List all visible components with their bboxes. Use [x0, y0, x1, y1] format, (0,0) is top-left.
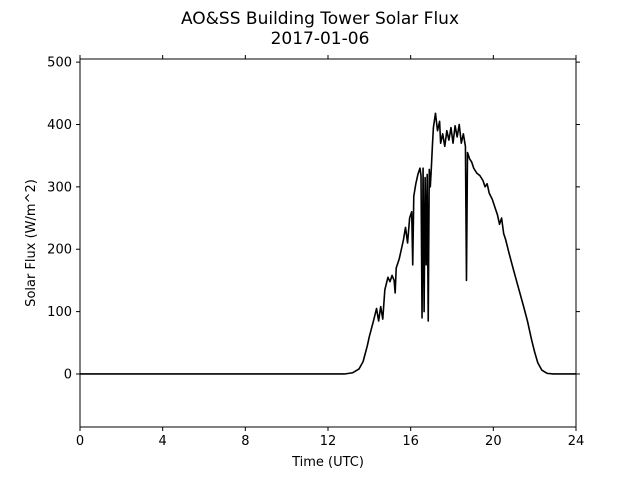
chart-title: AO&SS Building Tower Solar Flux — [180, 9, 460, 29]
x-tick-label: 16 — [402, 434, 419, 449]
x-tick-label: 24 — [568, 434, 585, 449]
plot-frame — [79, 58, 577, 428]
x-tick-label: 4 — [159, 434, 167, 449]
y-tick-label: 300 — [47, 180, 72, 195]
y-tick-label: 0 — [64, 367, 72, 382]
x-tick-label: 20 — [485, 434, 502, 449]
y-tick-label: 100 — [47, 305, 72, 320]
chart-subtitle: 2017-01-06 — [270, 29, 370, 49]
x-tick-label: 12 — [320, 434, 337, 449]
solar-flux-line — [80, 112, 576, 375]
y-tick-label: 400 — [47, 118, 72, 133]
y-axis: 0 100 200 300 400 500 — [47, 56, 580, 382]
y-axis-label: Solar Flux (W/m^2) — [24, 179, 39, 307]
x-tick-label: 8 — [241, 434, 249, 449]
y-tick-label: 200 — [47, 243, 72, 258]
x-axis: 0 4 8 12 16 20 24 — [76, 55, 584, 449]
y-tick-label: 500 — [47, 56, 72, 71]
x-axis-label: Time (UTC) — [291, 455, 364, 470]
x-tick-label: 0 — [76, 434, 84, 449]
